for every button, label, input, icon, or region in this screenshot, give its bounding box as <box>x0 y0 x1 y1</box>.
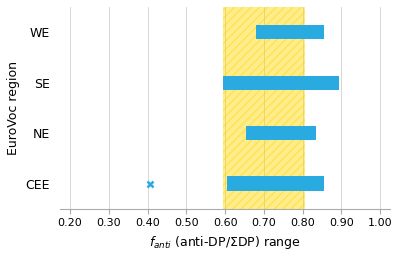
X-axis label: $f_{anti}$ (anti-DP/ΣDP) range: $f_{anti}$ (anti-DP/ΣDP) range <box>149 234 301 251</box>
Bar <box>256 25 324 39</box>
Bar <box>223 7 304 209</box>
Bar <box>227 176 324 191</box>
Bar <box>246 126 316 140</box>
Y-axis label: EuroVoc region: EuroVoc region <box>7 61 20 155</box>
Bar <box>223 76 340 90</box>
